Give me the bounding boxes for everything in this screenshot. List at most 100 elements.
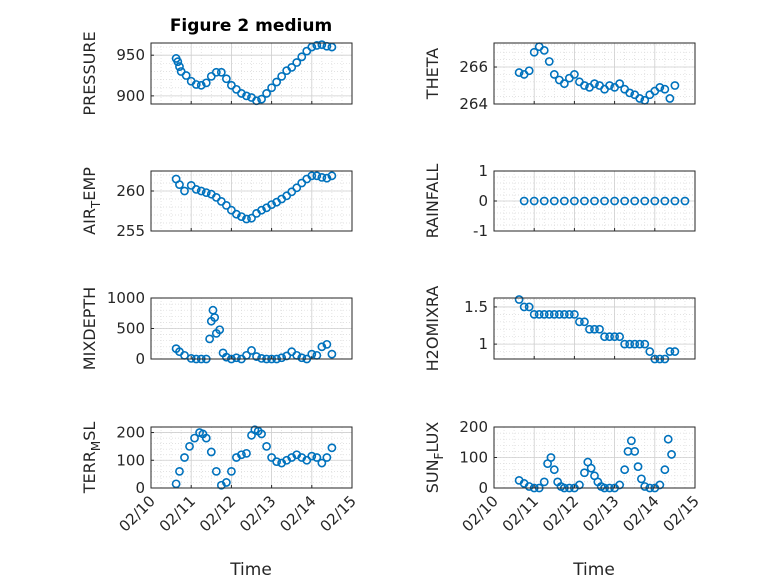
data-point xyxy=(670,347,680,356)
data-point xyxy=(580,468,589,478)
data-point xyxy=(625,339,635,349)
data-point xyxy=(580,196,589,206)
y-tick-label: 100 xyxy=(459,449,488,467)
data-point xyxy=(580,81,589,90)
data-point xyxy=(317,40,327,50)
y-tick-label: 260 xyxy=(116,182,145,200)
data-point xyxy=(186,353,196,363)
data-point xyxy=(221,200,231,210)
data-point xyxy=(237,450,246,460)
data-point xyxy=(173,57,183,67)
data-point xyxy=(665,347,675,356)
x-tick-label: 02/13 xyxy=(236,492,279,535)
data-point xyxy=(327,171,337,181)
data-point xyxy=(660,84,670,94)
data-point xyxy=(257,94,266,104)
y-tick-label: 1000 xyxy=(107,289,145,307)
data-point xyxy=(549,196,559,206)
data-point xyxy=(546,453,556,462)
y-tick-label: 200 xyxy=(116,424,145,442)
data-point xyxy=(322,453,332,462)
data-point xyxy=(585,324,594,334)
data-point xyxy=(257,205,266,215)
y-axis-label: TERRMSL xyxy=(80,422,103,495)
data-point xyxy=(544,309,554,319)
y-tick-label: 100 xyxy=(116,451,145,469)
data-point xyxy=(635,339,645,349)
data-point xyxy=(630,196,640,206)
data-point xyxy=(575,480,584,490)
y-axis-label: AIRTEMP xyxy=(80,167,103,235)
data-point xyxy=(307,171,317,181)
subplot-6: 1 1.5 H2OMIXRA xyxy=(423,286,696,371)
x-tick-label: 02/10 xyxy=(116,492,159,535)
data-point xyxy=(216,67,226,77)
data-point xyxy=(267,200,276,209)
data-point xyxy=(625,88,635,98)
x-tick-label: 02/11 xyxy=(499,492,542,535)
data-point xyxy=(640,196,650,206)
x-tick-label: 02/15 xyxy=(660,492,703,535)
data-point xyxy=(665,94,675,103)
data-point xyxy=(221,74,231,84)
data-point xyxy=(620,465,630,475)
x-tick-label: 02/12 xyxy=(196,492,239,535)
y-tick-label: -1 xyxy=(473,222,488,240)
y-axis-label: SUNFLUX xyxy=(423,422,446,494)
x-tick-label: 02/12 xyxy=(539,492,582,535)
data-point xyxy=(539,196,549,206)
data-point xyxy=(191,80,201,89)
data-point xyxy=(615,480,625,490)
data-point xyxy=(221,352,231,362)
data-point xyxy=(633,462,643,472)
data-point xyxy=(312,41,322,50)
y-tick-label: 255 xyxy=(116,222,145,240)
data-point xyxy=(514,68,524,77)
data-point xyxy=(549,465,559,475)
data-point xyxy=(570,70,579,79)
data-point xyxy=(670,196,680,206)
data-point xyxy=(605,332,614,342)
data-point xyxy=(226,466,236,476)
data-point xyxy=(559,309,569,319)
data-point xyxy=(534,309,544,319)
data-point xyxy=(524,302,534,312)
data-point xyxy=(196,186,206,196)
data-point xyxy=(242,214,251,224)
data-point xyxy=(262,89,271,98)
data-point xyxy=(620,196,630,206)
y-axis-label: MIXDEPTH xyxy=(80,287,99,370)
data-point xyxy=(610,196,619,206)
data-point xyxy=(267,83,276,93)
data-point xyxy=(514,295,524,304)
data-point xyxy=(257,429,266,439)
data-point xyxy=(549,70,559,79)
data-point xyxy=(539,309,549,319)
y-tick-label: 1 xyxy=(478,335,488,353)
data-point xyxy=(206,447,216,457)
data-point xyxy=(667,450,676,459)
data-point xyxy=(645,347,655,356)
y-axis-label: PRESSURE xyxy=(80,31,99,115)
data-point xyxy=(600,196,609,206)
data-point xyxy=(292,58,302,67)
y-tick-label: 266 xyxy=(459,58,488,76)
data-point xyxy=(549,309,559,319)
data-point xyxy=(637,474,646,484)
data-point xyxy=(539,477,549,487)
data-point xyxy=(282,351,292,361)
y-tick-label: 1 xyxy=(478,162,488,180)
axes-frame xyxy=(150,426,353,489)
x-tick-label: 02/14 xyxy=(276,492,319,535)
data-point xyxy=(211,67,221,77)
data-point xyxy=(307,451,317,461)
data-point xyxy=(181,71,191,80)
data-point xyxy=(237,89,246,98)
data-point xyxy=(519,196,529,206)
data-point xyxy=(529,196,539,206)
data-point xyxy=(262,442,271,451)
data-point xyxy=(205,334,215,344)
data-point xyxy=(201,433,211,443)
data-point xyxy=(570,196,579,206)
